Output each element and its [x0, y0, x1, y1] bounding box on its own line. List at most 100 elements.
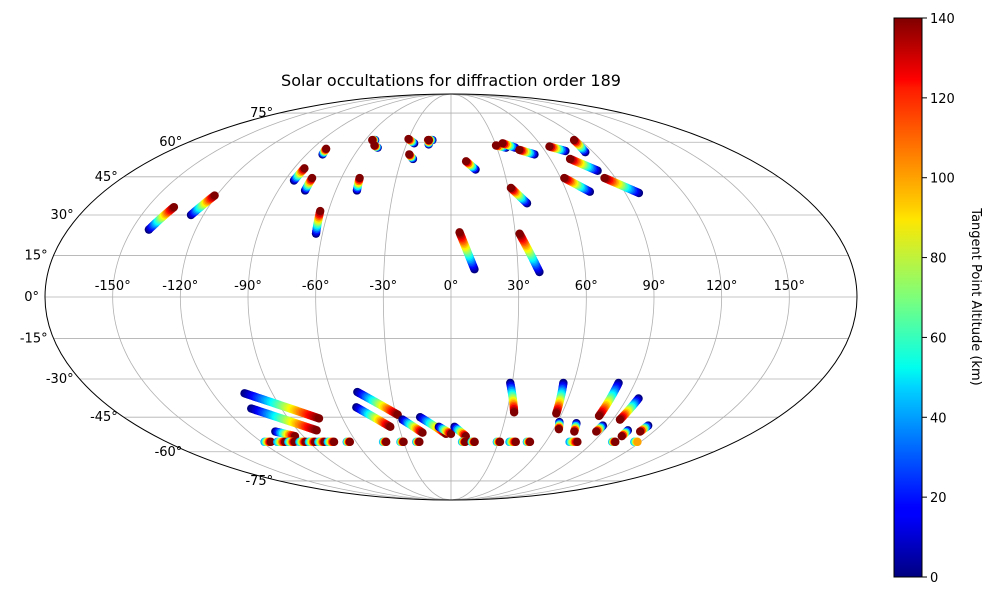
- track-point: [545, 142, 554, 151]
- lon-tick-label: 60°: [575, 279, 598, 294]
- occultation-track: [492, 437, 505, 447]
- graticule-meridian: [315, 94, 452, 500]
- track-point: [404, 134, 413, 144]
- track-point: [592, 427, 601, 436]
- track-point: [515, 229, 524, 238]
- occultation-track: [570, 419, 581, 436]
- track-point: [600, 173, 609, 183]
- lat-tick-label: 0°: [24, 290, 39, 305]
- occultation-track: [617, 426, 633, 441]
- colorbar-label: Tangent Point Altitude (km): [968, 207, 983, 385]
- lat-tick-label: -45°: [90, 410, 118, 425]
- occultation-track: [434, 422, 456, 439]
- occultation-track: [318, 144, 331, 159]
- occultation-track: [311, 206, 325, 238]
- lat-tick-label: -60°: [155, 445, 183, 460]
- colorbar-tick-label: 100: [930, 172, 955, 187]
- occultation-track: [300, 173, 317, 195]
- occultation-track: [515, 145, 539, 159]
- occultation-track: [630, 437, 642, 447]
- occultation-track: [467, 437, 479, 447]
- graticule-meridian: [450, 94, 587, 500]
- occultation-track: [405, 150, 418, 164]
- occultation-track: [247, 404, 321, 435]
- occultation-track: [515, 229, 544, 277]
- occultation-track: [186, 191, 219, 220]
- occultation-track: [560, 173, 595, 196]
- track-point: [316, 206, 325, 216]
- occultation-track: [565, 154, 602, 175]
- track-point: [405, 150, 414, 159]
- track-point: [509, 408, 519, 417]
- occultation-track: [569, 135, 590, 157]
- occultation-track: [404, 134, 419, 148]
- occultation-track: [455, 228, 479, 274]
- track-point: [511, 437, 520, 447]
- colorbar-tick-label: 140: [930, 12, 955, 27]
- lat-tick-label: -15°: [20, 332, 48, 347]
- track-point: [300, 164, 309, 173]
- track-point: [573, 437, 582, 447]
- lon-tick-label: -90°: [234, 279, 262, 294]
- colorbar-tick-label: 120: [930, 92, 955, 107]
- lat-tick-label: 15°: [25, 248, 48, 263]
- track-point: [594, 411, 604, 421]
- graticule-meridian: [450, 94, 655, 500]
- track-point: [506, 183, 516, 193]
- occultation-track: [545, 142, 570, 156]
- track-point: [461, 157, 471, 166]
- occultation-track: [370, 141, 382, 152]
- lat-tick-label: 30°: [51, 208, 74, 223]
- track-point: [615, 415, 625, 424]
- occultation-track: [323, 437, 339, 447]
- track-point: [617, 431, 626, 441]
- track-point: [382, 437, 391, 447]
- longitude-tick-labels: -150° -120° -90° -60° -30° 0° 30° 60° 90° 120° 150…: [95, 279, 805, 294]
- track-point: [210, 191, 219, 200]
- lon-tick-label: -120°: [162, 279, 198, 294]
- occultation-track: [450, 422, 470, 441]
- track-point: [560, 173, 569, 183]
- occultation-track: [457, 437, 470, 447]
- track-point: [633, 437, 642, 447]
- occultation-track: [353, 387, 402, 419]
- track-point: [495, 437, 505, 447]
- track-point: [418, 428, 427, 437]
- lon-tick-label: 150°: [774, 279, 805, 294]
- lon-tick-label: 120°: [706, 279, 737, 294]
- track-point: [424, 135, 434, 145]
- occultation-track: [498, 139, 520, 152]
- occultation-track: [396, 437, 408, 447]
- colorbar: [893, 17, 923, 578]
- track-point: [329, 437, 339, 447]
- track-point: [570, 427, 579, 436]
- track-point: [312, 426, 321, 435]
- chart-title: Solar occultations for diffraction order…: [281, 71, 621, 90]
- occultation-track: [592, 421, 608, 436]
- lon-tick-label: 0°: [444, 279, 459, 294]
- colorbar-tick-label: 20: [930, 491, 947, 506]
- track-point: [370, 141, 379, 150]
- track-point: [355, 173, 364, 183]
- track-point: [611, 437, 620, 447]
- lon-tick-label: -150°: [95, 279, 131, 294]
- occultation-track: [552, 378, 568, 418]
- occultation-track: [565, 437, 582, 447]
- lat-tick-label: 45°: [95, 170, 118, 185]
- occultation-tracks: [144, 134, 653, 447]
- lat-tick-label: -30°: [46, 372, 74, 387]
- occultation-track: [240, 389, 324, 423]
- occultation-track: [289, 164, 309, 185]
- track-point: [266, 437, 276, 447]
- track-point: [552, 409, 561, 418]
- occultation-track: [412, 437, 424, 447]
- map-boundary: [44, 93, 858, 501]
- track-point: [446, 429, 456, 439]
- track-point: [386, 422, 395, 432]
- track-point: [498, 139, 507, 148]
- lat-tick-label: 75°: [250, 106, 273, 121]
- lat-tick-label: -75°: [245, 474, 273, 489]
- occultation-track: [378, 437, 391, 447]
- occultation-track: [144, 202, 179, 234]
